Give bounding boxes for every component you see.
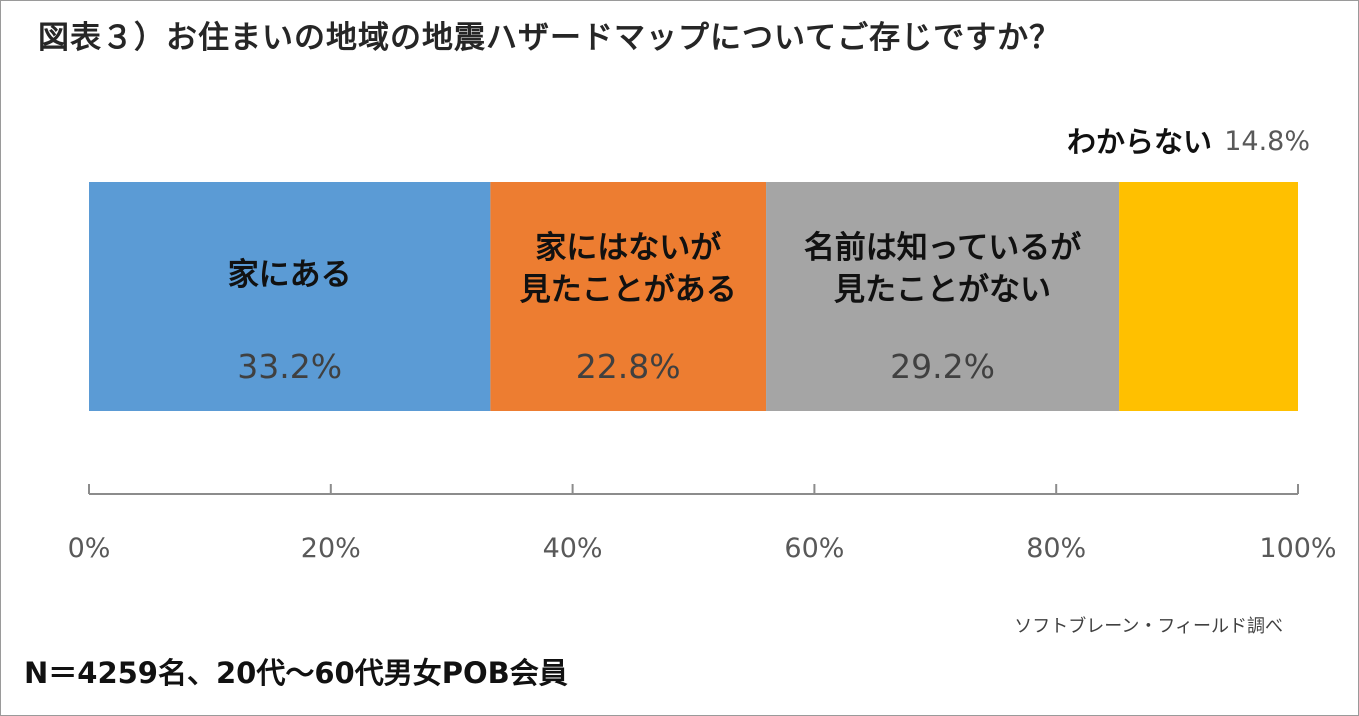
bar-segment-1	[89, 182, 491, 411]
segment-value-1: 33.2%	[237, 347, 342, 386]
source-note: ソフトブレーン・フィールド調べ	[1014, 616, 1283, 637]
x-tick-label-5: 80%	[1026, 533, 1086, 564]
segment-label-1-line-1: 家にある	[228, 257, 352, 293]
segment-value-2: 22.8%	[576, 347, 681, 386]
bar-segment-3	[766, 182, 1120, 411]
segment-label-4: わからない	[1067, 125, 1212, 159]
segment-label-3-line-2: 見たことがない	[834, 272, 1051, 308]
x-tick-label-3: 40%	[543, 533, 603, 564]
segment-value-3: 29.2%	[890, 347, 995, 386]
sample-note: N＝4259名、20代～60代男女POB会員	[24, 656, 568, 690]
segment-value-4: 14.8%	[1224, 126, 1310, 157]
bar-segment-4	[1119, 182, 1298, 411]
chart-title: 図表３）お住まいの地域の地震ハザードマップについてご存じですか？	[38, 20, 1062, 56]
x-tick-label-2: 20%	[301, 533, 361, 564]
bar-segment-2	[490, 182, 767, 411]
segment-label-2-line-2: 見たことがある	[520, 272, 737, 308]
x-tick-label-4: 60%	[784, 533, 844, 564]
x-tick-label-1: 0%	[68, 533, 111, 564]
segment-label-3-line-1: 名前は知っているが	[804, 230, 1081, 266]
segment-label-2-line-1: 家にはないが	[535, 230, 721, 266]
x-tick-label-6: 100%	[1259, 533, 1336, 564]
